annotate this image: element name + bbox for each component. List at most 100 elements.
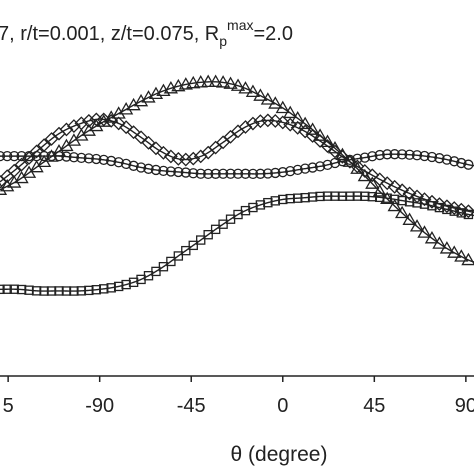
circle-marker bbox=[68, 152, 80, 163]
circle-marker bbox=[158, 165, 169, 177]
diamond-marker bbox=[298, 124, 313, 139]
triangle-marker bbox=[417, 225, 432, 238]
triangle-marker bbox=[268, 96, 283, 109]
x-tick-label: -90 bbox=[85, 395, 114, 417]
triangle-marker bbox=[215, 75, 231, 88]
circle-marker bbox=[382, 149, 393, 160]
circle-marker bbox=[83, 153, 94, 164]
circle-marker bbox=[23, 150, 35, 162]
diamond-marker bbox=[372, 172, 387, 187]
diamond-marker bbox=[59, 122, 74, 137]
series-layer bbox=[0, 74, 474, 296]
circle-marker bbox=[46, 150, 57, 162]
triangle-marker bbox=[208, 74, 223, 87]
circle-marker bbox=[270, 167, 281, 179]
diamond-marker bbox=[66, 119, 81, 133]
series-diamond bbox=[0, 112, 474, 219]
triangle-marker bbox=[432, 236, 447, 249]
circle-marker bbox=[352, 153, 363, 164]
circle-marker bbox=[188, 168, 199, 179]
circle-marker bbox=[344, 154, 356, 165]
square-marker bbox=[203, 230, 213, 240]
chart-title-tail: =2.0 bbox=[254, 23, 293, 45]
circle-marker bbox=[322, 159, 333, 171]
series-circle bbox=[0, 149, 474, 180]
diamond-marker bbox=[365, 168, 380, 183]
diamond-marker bbox=[216, 135, 231, 150]
circle-marker bbox=[255, 168, 266, 179]
diamond-marker bbox=[402, 186, 417, 201]
triangle-marker bbox=[365, 176, 380, 189]
circle-marker bbox=[53, 150, 65, 162]
triangle-marker bbox=[186, 75, 201, 89]
square-marker bbox=[188, 240, 198, 251]
circle-marker bbox=[2, 150, 13, 162]
square-marker bbox=[442, 204, 452, 215]
circle-marker bbox=[337, 156, 348, 167]
diamond-marker bbox=[290, 120, 305, 135]
circle-marker bbox=[173, 166, 184, 178]
circle-marker bbox=[329, 157, 341, 169]
circle-marker bbox=[76, 152, 87, 164]
diamond-marker bbox=[141, 135, 156, 150]
triangle-marker bbox=[238, 81, 253, 94]
diamond-marker bbox=[283, 117, 298, 132]
circle-marker bbox=[359, 152, 370, 163]
circle-marker bbox=[195, 168, 206, 179]
triangle-marker bbox=[283, 105, 298, 119]
x-tick-label: -45 bbox=[177, 395, 206, 417]
series-line-triangle bbox=[0, 81, 474, 263]
triangle-marker bbox=[461, 252, 474, 266]
triangle-marker bbox=[0, 178, 15, 192]
circle-marker bbox=[426, 151, 438, 163]
triangle-marker bbox=[357, 168, 372, 182]
circle-marker bbox=[31, 150, 42, 162]
triangle-marker bbox=[439, 241, 455, 254]
diamond-marker bbox=[163, 149, 178, 164]
diamond-marker bbox=[178, 152, 193, 167]
triangle-marker bbox=[454, 249, 469, 262]
triangle-marker bbox=[126, 97, 141, 111]
circle-marker bbox=[463, 159, 474, 170]
triangle-marker bbox=[260, 92, 275, 105]
diamond-marker bbox=[186, 151, 201, 166]
circle-marker bbox=[404, 149, 415, 160]
diamond-marker bbox=[14, 157, 29, 172]
chart-title-subscript: p bbox=[219, 33, 227, 49]
triangle-marker bbox=[230, 78, 246, 91]
triangle-marker bbox=[387, 198, 402, 212]
diamond-marker bbox=[126, 125, 141, 140]
square-marker bbox=[196, 235, 206, 245]
square-marker bbox=[218, 219, 228, 229]
circle-marker bbox=[180, 167, 191, 178]
triangle-marker bbox=[89, 118, 104, 132]
circle-marker bbox=[396, 149, 408, 160]
triangle-marker bbox=[253, 88, 268, 101]
square-marker bbox=[173, 251, 184, 261]
x-tick-label: 5 bbox=[3, 395, 14, 417]
circle-marker bbox=[150, 164, 162, 176]
circle-marker bbox=[285, 165, 296, 177]
square-marker bbox=[2, 284, 12, 294]
triangle-marker bbox=[104, 110, 119, 123]
triangle-marker bbox=[395, 205, 410, 219]
square-marker bbox=[456, 208, 467, 218]
square-marker bbox=[181, 245, 191, 256]
diamond-marker bbox=[305, 129, 320, 143]
diamond-marker bbox=[238, 120, 253, 134]
triangle-marker bbox=[223, 76, 238, 89]
diamond-marker bbox=[156, 145, 171, 160]
circle-marker bbox=[165, 166, 177, 177]
circle-marker bbox=[247, 168, 259, 180]
x-tick-label: 0 bbox=[277, 395, 288, 417]
circle-marker bbox=[292, 164, 303, 176]
series-line-diamond bbox=[0, 118, 474, 213]
triangle-marker bbox=[119, 102, 134, 115]
triangle-marker bbox=[201, 74, 216, 88]
triangle-marker bbox=[0, 182, 8, 195]
diamond-marker bbox=[29, 144, 44, 159]
circle-marker bbox=[225, 168, 236, 179]
diamond-marker bbox=[104, 113, 119, 128]
diamond-marker bbox=[380, 176, 395, 191]
